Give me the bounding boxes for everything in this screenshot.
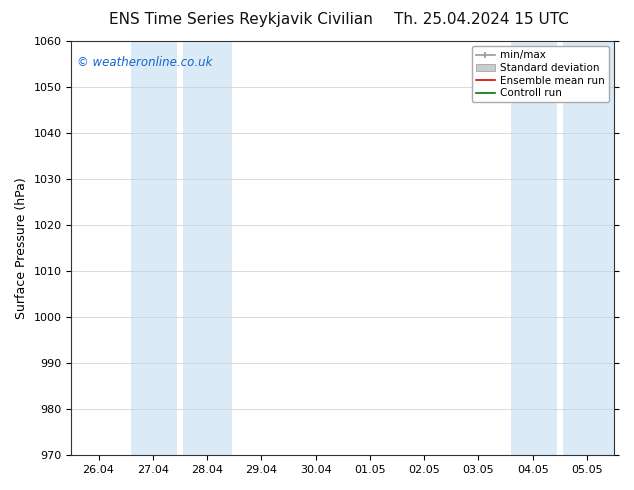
Text: © weatheronline.co.uk: © weatheronline.co.uk	[77, 55, 212, 69]
Y-axis label: Surface Pressure (hPa): Surface Pressure (hPa)	[15, 177, 28, 319]
Text: ENS Time Series Reykjavik Civilian: ENS Time Series Reykjavik Civilian	[109, 12, 373, 27]
Bar	[183, 41, 231, 455]
Legend: min/max, Standard deviation, Ensemble mean run, Controll run: min/max, Standard deviation, Ensemble me…	[472, 46, 609, 102]
Text: Th. 25.04.2024 15 UTC: Th. 25.04.2024 15 UTC	[394, 12, 569, 27]
Bar	[511, 41, 557, 455]
Bar	[562, 41, 614, 455]
Bar	[131, 41, 178, 455]
